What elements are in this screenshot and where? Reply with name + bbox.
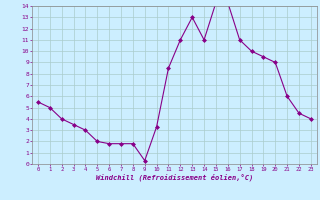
- X-axis label: Windchill (Refroidissement éolien,°C): Windchill (Refroidissement éolien,°C): [96, 174, 253, 181]
